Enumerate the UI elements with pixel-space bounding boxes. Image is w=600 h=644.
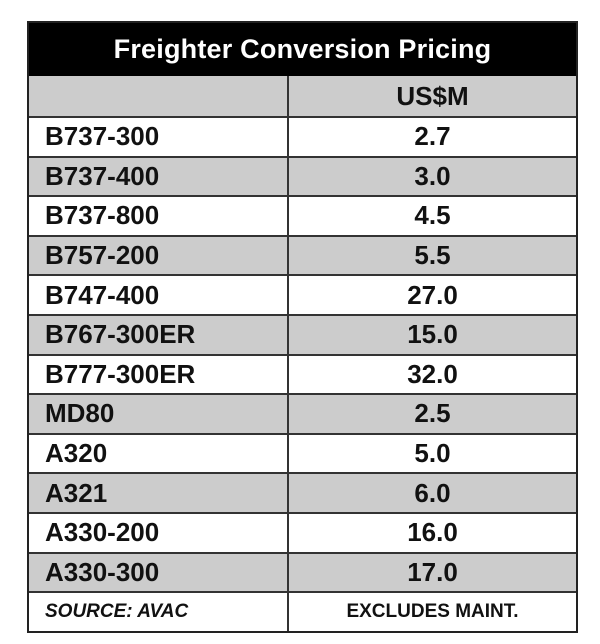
table-row: B767-300ER 15.0 — [29, 313, 576, 354]
aircraft-cell: A321 — [29, 474, 289, 512]
price-cell: 4.5 — [414, 200, 451, 231]
aircraft-cell: A330-300 — [29, 553, 289, 592]
source-note: SOURCE: AVAC — [29, 593, 289, 631]
price-cell: 16.0 — [407, 517, 458, 548]
pricing-table: Freighter Conversion Pricing US$M B737-3… — [27, 21, 578, 633]
price-cell: 5.5 — [414, 240, 451, 271]
price-cell: 15.0 — [407, 319, 458, 350]
header-row: US$M — [29, 76, 576, 116]
table-row: B737-800 4.5 — [29, 195, 576, 235]
table-body: B737-300 2.7 B737-400 3.0 B737-800 4.5 B757-20… — [29, 116, 576, 592]
header-price: US$M — [396, 80, 469, 111]
table-row: A330-300 17.0 — [29, 551, 576, 592]
table-row: B737-300 2.7 — [29, 116, 576, 156]
price-cell: 6.0 — [414, 477, 451, 508]
header-aircraft — [29, 76, 289, 116]
maintenance-note: EXCLUDES MAINT. — [346, 600, 519, 622]
price-cell: 17.0 — [407, 556, 458, 587]
aircraft-cell: B757-200 — [29, 236, 289, 275]
aircraft-cell: B777-300ER — [29, 355, 289, 394]
aircraft-cell: A320 — [29, 434, 289, 473]
price-cell: 27.0 — [407, 279, 458, 310]
table-row: A330-200 16.0 — [29, 511, 576, 552]
aircraft-cell: B737-800 — [29, 197, 289, 235]
price-cell: 5.0 — [414, 438, 451, 469]
price-cell: 32.0 — [407, 358, 458, 389]
table-row: B777-300ER 32.0 — [29, 353, 576, 394]
aircraft-cell: B737-300 — [29, 118, 289, 156]
table-row: A321 6.0 — [29, 472, 576, 512]
aircraft-cell: B747-400 — [29, 276, 289, 314]
price-cell: 3.0 — [414, 160, 451, 191]
footer-row: SOURCE: AVAC EXCLUDES MAINT. — [29, 591, 576, 631]
price-cell: 2.5 — [414, 398, 451, 429]
table-row: B747-400 27.0 — [29, 274, 576, 314]
table-row: B757-200 5.5 — [29, 234, 576, 275]
table-title: Freighter Conversion Pricing — [29, 23, 576, 76]
aircraft-cell: A330-200 — [29, 513, 289, 552]
table-row: A320 5.0 — [29, 432, 576, 473]
table-row: MD80 2.5 — [29, 393, 576, 433]
table-row: B737-400 3.0 — [29, 155, 576, 196]
aircraft-cell: MD80 — [29, 395, 289, 433]
aircraft-cell: B737-400 — [29, 157, 289, 196]
aircraft-cell: B767-300ER — [29, 315, 289, 354]
price-cell: 2.7 — [414, 121, 451, 152]
